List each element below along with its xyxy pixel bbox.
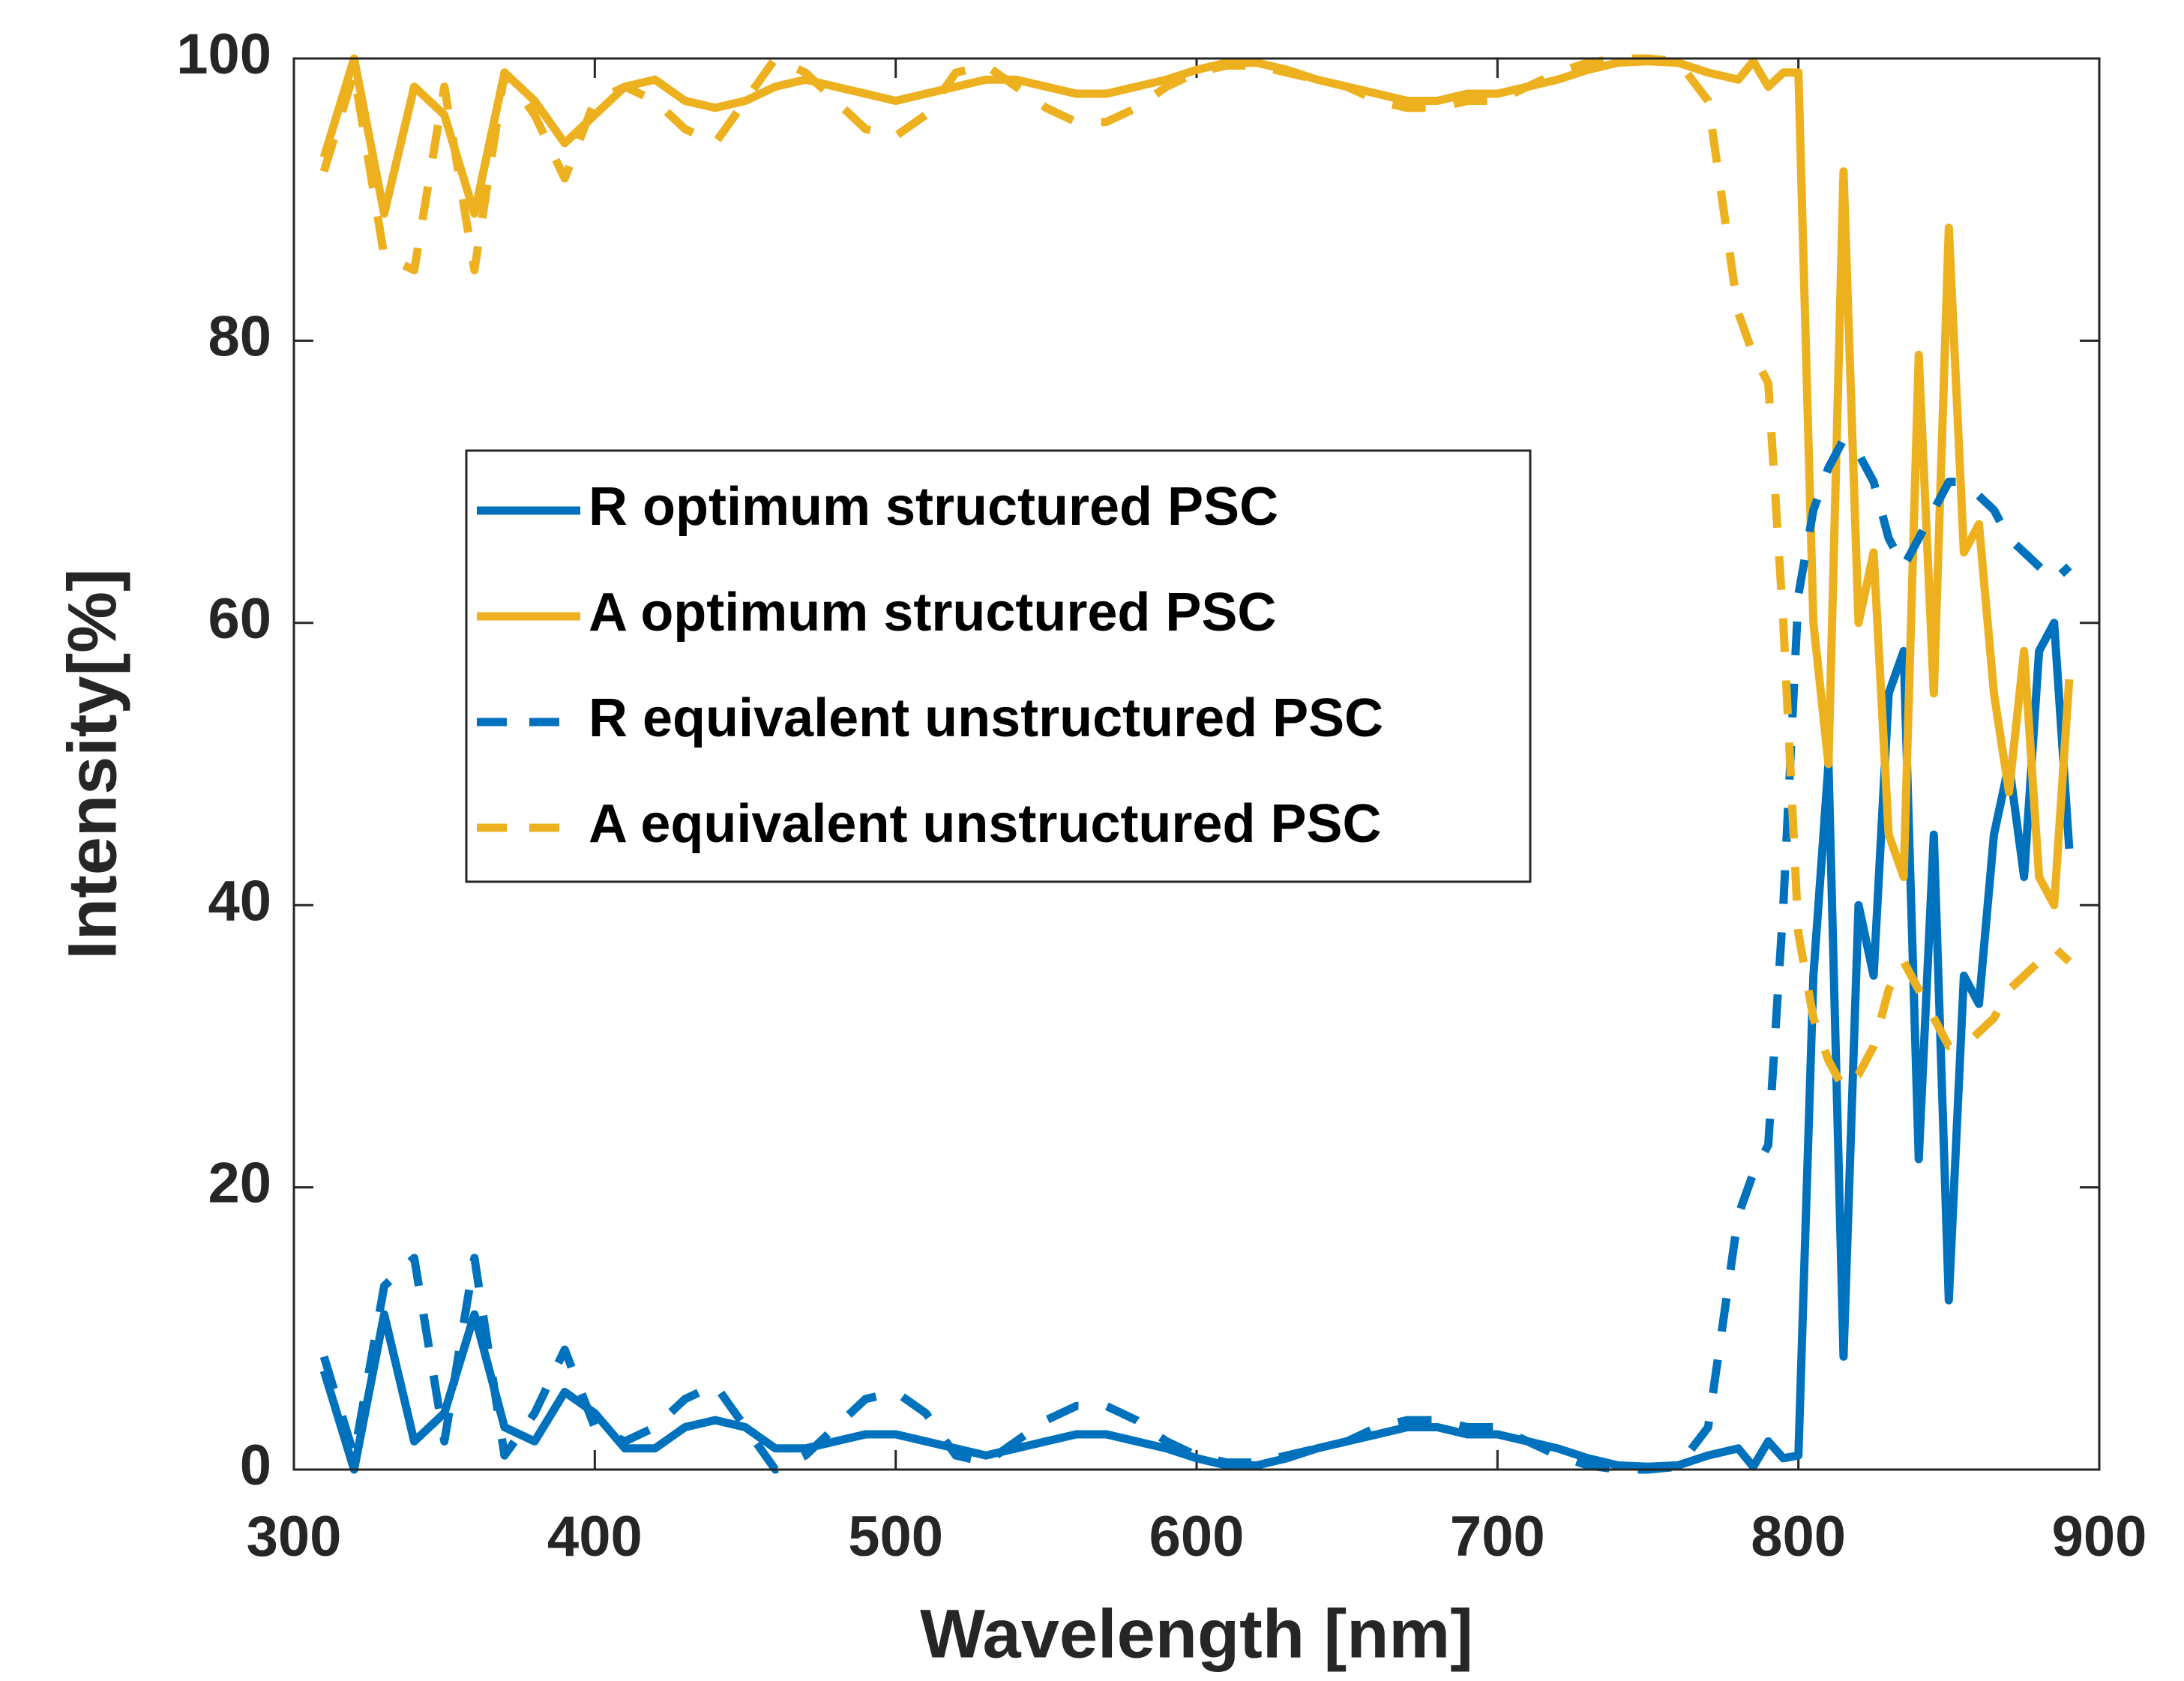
x-tick-label: 400 [547,1505,643,1569]
legend-label: R optimum structured PSC [589,477,1278,537]
y-tick-label: 0 [240,1434,271,1497]
y-tick-label: 40 [208,869,271,933]
series-line [319,54,2072,1093]
series-line [319,435,2072,1474]
y-tick-label: 20 [208,1152,271,1215]
x-tick-label: 600 [1149,1505,1245,1569]
legend-label: A equivalent unstructured PSC [589,794,1382,854]
x-tick-label: 700 [1450,1505,1545,1569]
x-axis-label: Wavelength [nm] [920,1596,1473,1672]
y-tick-label: 60 [208,587,271,651]
legend: R optimum structured PSC A optimum struct… [465,449,1532,883]
plot-frame [292,57,2101,1471]
x-tick-label: 800 [1751,1505,1846,1569]
x-tick-label: 900 [2052,1505,2147,1569]
y-tick-label: 80 [208,304,271,368]
legend-label: A optimum structured PSC [589,583,1276,643]
x-tick-label: 300 [247,1505,342,1569]
legend-label: R equivalent unstructured PSC [589,688,1383,748]
y-axis-label: Intensity[%] [54,568,130,959]
x-tick-label: 500 [848,1505,943,1569]
y-tick-label: 100 [176,22,271,86]
legend-box [465,449,1532,883]
